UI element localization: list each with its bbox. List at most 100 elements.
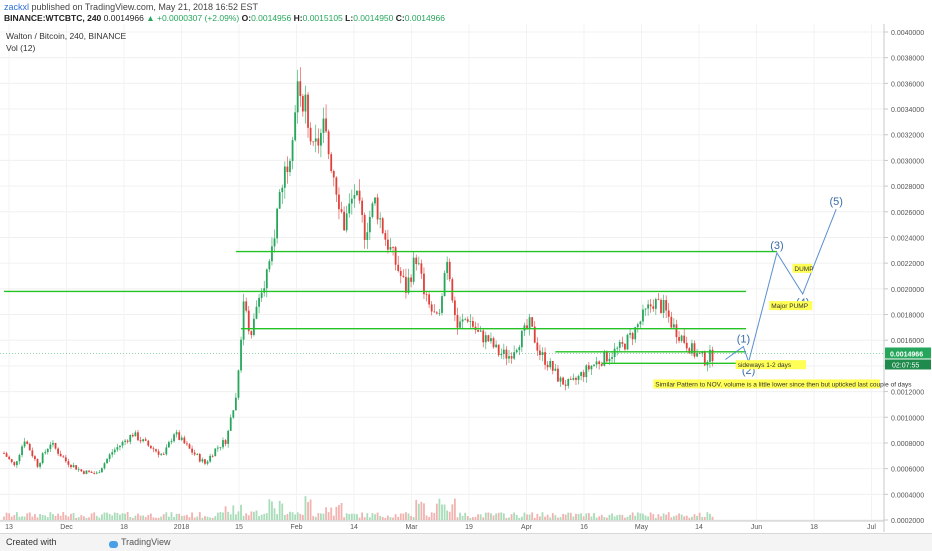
close-value: 0.0014966 [404,13,445,23]
candle-body [188,444,191,449]
elliott-wave[interactable]: (1)(2)(3)(4)(5) [725,196,843,377]
candle-body [487,335,490,342]
volume-bar [649,512,652,520]
candle-body [533,326,536,343]
candle-body [598,361,601,365]
candle-body [245,301,248,311]
candle-body [441,296,443,313]
volume-bar [662,513,665,520]
candle-body [247,310,250,332]
volume-bar [443,504,446,520]
candle-body [539,350,541,356]
candle-body [139,440,142,442]
volume-bar [286,513,289,520]
candle-body [240,339,242,371]
candle-body [629,333,631,335]
candle-body [399,270,402,276]
candle-body [412,257,415,282]
price-tick-label: 0.0002000 [891,518,924,525]
volume-bar [224,506,227,520]
candle-body [384,233,387,240]
volume-bar [595,517,598,520]
volume-bar [170,512,173,520]
candle-body [265,269,268,289]
volume-bar [276,514,279,520]
candle-body [191,448,193,453]
candle-body [193,452,196,455]
volume-bar [691,516,693,520]
author-link[interactable]: zackxl [4,2,30,12]
volume-bar [701,516,704,520]
candle-body [322,118,325,133]
candle-body [497,344,500,356]
volume-bar [430,512,433,520]
volume-bar [59,515,62,520]
candle-body [95,472,98,474]
candle-body [131,434,134,437]
volume-bar [356,514,358,520]
time-tick-label: Jul [867,524,876,531]
candle-body [482,330,485,343]
candle-body [593,364,595,366]
time-tick-label: 18 [810,524,818,531]
volume-bar [82,516,85,520]
candle-body [72,465,75,468]
candle-body [397,264,400,271]
volume-bar [379,515,382,520]
volume-bar [28,512,31,520]
time-axis[interactable]: 13 Dec 18 2018 15 Feb 14 Mar 19 Apr 16 May 14 Jun 18 Ju… [5,524,876,531]
price-tick-label: 0.0038000 [891,56,924,63]
volume-bar [523,512,526,520]
candle-body [281,187,284,193]
candle-body [54,442,57,449]
candle-body [13,461,16,466]
candle-body [654,299,657,309]
volume-bar [567,512,570,520]
candle-body [10,459,13,462]
candle-body [142,439,145,442]
volume-bar [448,511,451,520]
volume-bar [608,514,611,520]
candle-body [461,319,464,322]
candle-body [173,434,175,442]
volume-bar [309,499,312,520]
last-price-box [885,347,931,359]
volume-bar [685,515,688,520]
candle-body [232,410,235,418]
candle-body [350,198,353,204]
candle-body [327,131,330,155]
candle-body [685,342,688,349]
volume-bar [647,516,650,520]
candle-body [569,378,572,380]
volume-bar [108,513,111,520]
price-chart[interactable]: (1)(2)(3)(4)(5) DUMP Major PUMP sideways 1… [0,24,932,532]
volume-bar [263,513,266,520]
volume-bar [598,516,601,520]
candle-body [423,273,425,295]
volume-bar [31,516,34,520]
open-value: 0.0014956 [251,13,292,23]
candle-body [301,96,304,112]
price-tick-label: 0.0008000 [891,441,924,448]
volume-bar [386,515,389,520]
time-tick-label: 18 [120,524,128,531]
candle-body [137,432,139,441]
volume-bar [642,513,644,520]
candle-body [618,342,621,348]
volume-bar [23,516,26,520]
candle-body [417,263,420,265]
volume-bar [515,514,518,520]
volume-bar [474,516,477,520]
volume-bar [124,513,126,520]
last-price-tag: 0.0014966 02:07:55 [0,347,931,370]
volume-bar [255,510,258,520]
annotations: DUMP Major PUMP sideways 1-2 days Similar P… [653,263,912,389]
price-axis[interactable]: 0.0040000 0.0038000 0.0036000 0.0034000 0.00… [884,30,924,525]
volume-bar [415,499,418,520]
candle-body [253,318,255,335]
wave-path[interactable] [725,209,837,364]
price-tick-label: 0.0030000 [891,158,924,165]
horizontal-levels[interactable] [4,250,777,365]
volume-bar [363,517,366,520]
candle-body [430,304,433,312]
